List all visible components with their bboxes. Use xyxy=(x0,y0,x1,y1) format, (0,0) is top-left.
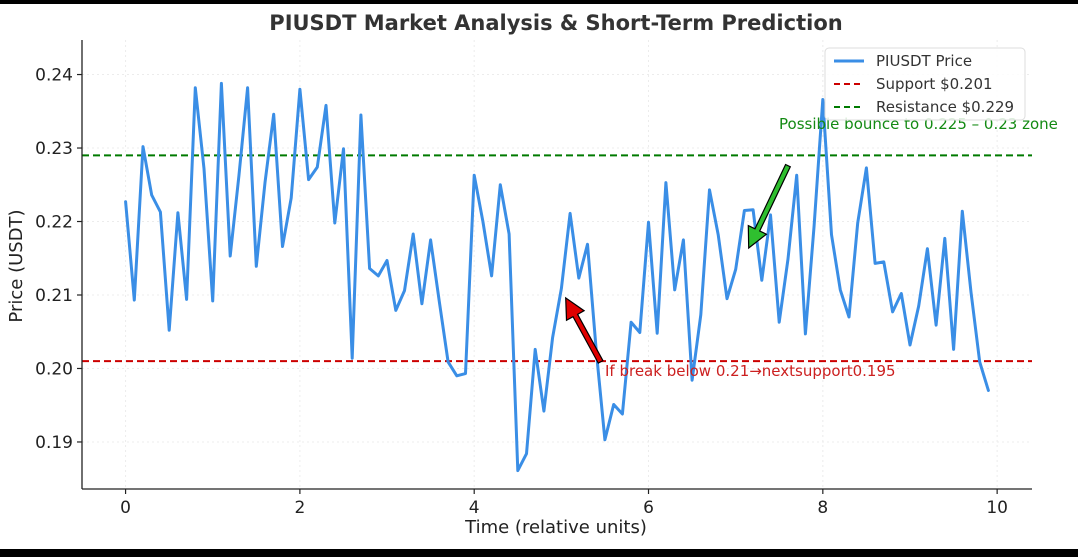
axes xyxy=(81,40,1032,490)
chart-title: PIUSDT Market Analysis & Short-Term Pred… xyxy=(269,11,842,35)
legend-label: Resistance $0.229 xyxy=(876,98,1014,116)
y-axis-label: Price (USDT) xyxy=(6,209,27,322)
x-tick-label: 8 xyxy=(817,498,828,518)
x-axis-label: Time (relative units) xyxy=(464,517,647,538)
x-tick-label: 6 xyxy=(643,498,654,518)
x-tick-label: 2 xyxy=(294,498,305,518)
x-tick-label: 4 xyxy=(469,498,480,518)
series xyxy=(124,81,990,473)
bottom-border xyxy=(0,549,1078,557)
y-tick-label: 0.19 xyxy=(35,433,73,453)
top-border xyxy=(0,0,1078,4)
legend-box xyxy=(824,47,1026,121)
y-tick-label: 0.20 xyxy=(35,359,73,379)
breakdown-arrow xyxy=(565,296,604,364)
x-tick-label: 0 xyxy=(120,498,131,518)
y-tick-label: 0.23 xyxy=(35,139,73,159)
bounce-arrow xyxy=(747,163,792,250)
price-line xyxy=(124,81,990,473)
ticks: 0 2 4 6 8 10 0.19 0.20 0.21 0.22 0.23 0.24 xyxy=(35,66,1008,518)
y-tick-label: 0.22 xyxy=(35,213,73,233)
reference-lines xyxy=(82,154,1032,363)
legend-label: PIUSDT Price xyxy=(876,52,972,70)
y-tick-label: 0.24 xyxy=(35,66,73,86)
legend-label: Support $0.201 xyxy=(876,75,993,93)
y-tick-label: 0.21 xyxy=(35,286,73,306)
legend: PIUSDT Price Support $0.201 Resistance $0.… xyxy=(824,47,1026,121)
x-tick-label: 10 xyxy=(986,498,1008,518)
breakdown-annotation: If break below 0.21→nextsupport0.195 xyxy=(605,362,896,380)
